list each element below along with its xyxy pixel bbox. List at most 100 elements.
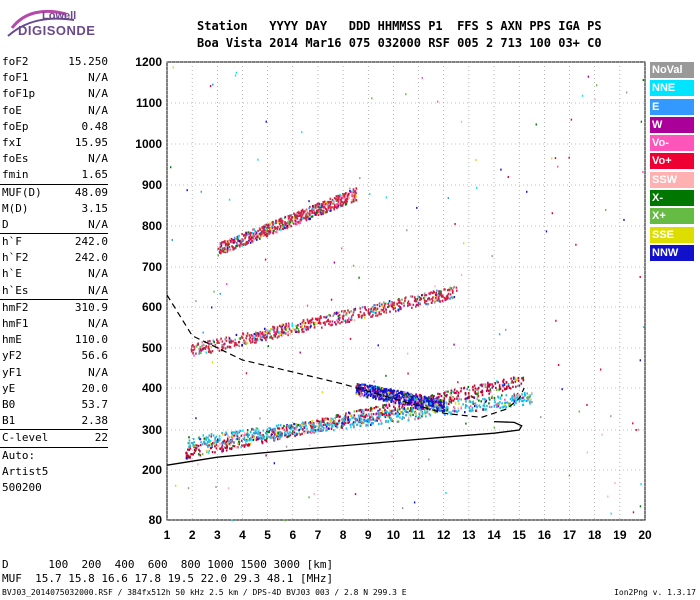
trace-point [505, 394, 508, 397]
trace-point [264, 333, 266, 337]
trace-point [252, 234, 255, 237]
trace-point [223, 243, 225, 246]
trace-point [390, 388, 392, 391]
trace-point [491, 396, 493, 399]
trace-point [332, 425, 334, 428]
trace-point [482, 398, 484, 401]
trace-point [381, 393, 383, 396]
trace-point [244, 438, 246, 442]
trace-point [236, 446, 239, 449]
trace-point [439, 404, 442, 407]
trace-point [353, 200, 356, 203]
trace-point [410, 400, 412, 403]
noise-point [507, 176, 510, 179]
trace-point [311, 431, 313, 434]
trace-point [433, 403, 436, 406]
trace-point [382, 398, 385, 401]
trace-point [398, 404, 401, 407]
trace-point [371, 308, 374, 311]
trace-point [343, 196, 346, 199]
noise-point [434, 398, 437, 401]
trace-point [383, 388, 386, 391]
trace-point [216, 341, 219, 344]
trace-point [449, 297, 451, 300]
noise-point [445, 492, 447, 495]
trace-point [511, 396, 513, 399]
trace-point [412, 401, 414, 404]
param-value: N/A [88, 87, 108, 101]
trace-point [231, 436, 234, 439]
trace-point [372, 417, 375, 420]
trace-point [221, 344, 223, 347]
trace-point [370, 393, 373, 396]
trace-point [188, 442, 190, 445]
trace-point [367, 308, 370, 311]
trace-point [416, 300, 418, 303]
trace-point [400, 397, 403, 400]
trace-point [318, 420, 321, 423]
trace-point [496, 380, 498, 383]
trace-point [452, 395, 454, 399]
trace-point [336, 425, 339, 428]
trace-point [513, 403, 516, 407]
trace-point [372, 421, 374, 425]
trace-point [209, 342, 212, 345]
trace-point [341, 204, 344, 207]
trace-point [331, 201, 334, 204]
trace-point [299, 214, 301, 217]
trace-point [339, 202, 342, 205]
trace-point [285, 222, 288, 225]
trace-point [278, 332, 280, 335]
trace-point [265, 230, 267, 233]
trace-point [340, 195, 342, 198]
trace-point [456, 397, 458, 400]
trace-point [301, 425, 304, 428]
trace-point [218, 247, 221, 250]
noise-point [594, 98, 596, 101]
trace-point [428, 396, 431, 399]
trace-point [424, 405, 427, 408]
trace-point [380, 394, 382, 397]
trace-point [274, 428, 276, 431]
trace-point [416, 406, 419, 409]
trace-point [234, 246, 237, 250]
trace-point [244, 242, 247, 245]
trace-point [399, 398, 401, 401]
noise-point [208, 449, 210, 452]
trace-point [523, 391, 526, 395]
trace-point [385, 403, 388, 406]
trace-point [278, 427, 281, 430]
trace-point [322, 212, 325, 215]
trace-point [275, 226, 277, 229]
trace-point [338, 319, 341, 322]
trace-point [436, 296, 438, 299]
trace-point [453, 285, 455, 289]
trace-point [342, 417, 345, 420]
trace-point [325, 201, 328, 204]
trace-point [360, 421, 363, 424]
param-name: yE [2, 381, 16, 395]
trace-point [478, 404, 481, 407]
trace-point [440, 293, 443, 297]
trace-point [428, 404, 430, 407]
trace-point [375, 418, 377, 421]
noise-point [447, 197, 449, 200]
trace-point [338, 203, 341, 206]
trace-point [227, 434, 229, 438]
param-row: foF1p N/A [0, 86, 112, 102]
trace-point [280, 326, 283, 329]
noise-point [358, 276, 360, 279]
trace-point [468, 410, 471, 413]
trace-point [515, 399, 518, 402]
trace-point [288, 222, 291, 225]
trace-point [408, 399, 411, 402]
trace-point [264, 232, 266, 235]
trace-point [452, 399, 455, 402]
trace-point [248, 334, 251, 337]
trace-point [437, 297, 440, 300]
trace-point [399, 402, 402, 405]
trace-point [451, 291, 454, 294]
trace-point [229, 440, 232, 443]
trace-point [318, 206, 320, 209]
trace-point [289, 431, 291, 434]
